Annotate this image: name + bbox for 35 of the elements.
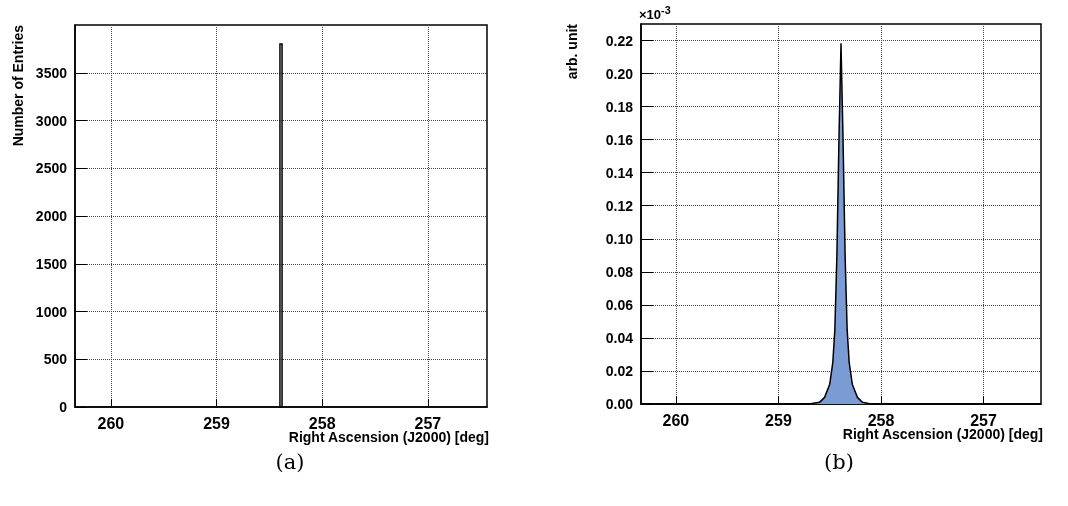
text: ×10$^{-3}$: [639, 4, 671, 23]
x-axis-title: Right Ascension (J2000) [deg]: [288, 429, 489, 445]
y-tick-label: 2500: [35, 160, 68, 177]
y-tick-label: 0: [59, 399, 68, 415]
y-tick-label: 1500: [35, 255, 68, 272]
x-tick-label: 257: [970, 411, 998, 429]
y-tick-label: 3500: [35, 64, 68, 81]
y-tick-label: 0.16: [605, 131, 634, 148]
x-tick-label: 259: [765, 411, 792, 429]
y-tick-label: 2000: [35, 208, 68, 224]
y-tick-label: 0.12: [605, 197, 634, 214]
x-axis-title: Right Ascension (J2000) [deg]: [842, 426, 1043, 442]
y-tick-label: 0.02: [605, 362, 634, 379]
x-tick-label: 260: [662, 411, 690, 429]
y-tick-label: 3000: [35, 112, 68, 129]
y-axis-title: arb. unit: [564, 23, 580, 80]
y-tick-label: 0.14: [605, 164, 634, 181]
text: (a): [275, 450, 305, 474]
y-tick-label: 0.04: [605, 329, 634, 346]
x-tick-label: 260: [97, 414, 125, 432]
y-tick-label: 0.06: [605, 296, 634, 313]
text: (b): [824, 450, 854, 474]
y-tick-label: 0.22: [605, 32, 634, 49]
y-tick-label: 0.18: [605, 98, 634, 115]
x-tick-label: 257: [414, 414, 442, 432]
x-tick-label: 258: [867, 411, 895, 429]
x-tick-label: 259: [203, 414, 230, 432]
x-tick-label: 258: [308, 414, 336, 432]
y-tick-label: 0.08: [605, 263, 634, 280]
y-tick-label: 0.10: [605, 230, 634, 247]
y-tick-label: 0.00: [605, 396, 634, 412]
y-tick-label: 0.20: [605, 65, 634, 82]
y-axis-title: Number of Entries: [10, 24, 26, 147]
y-tick-label: 1000: [35, 303, 68, 320]
y-tick-label: 500: [43, 351, 68, 368]
